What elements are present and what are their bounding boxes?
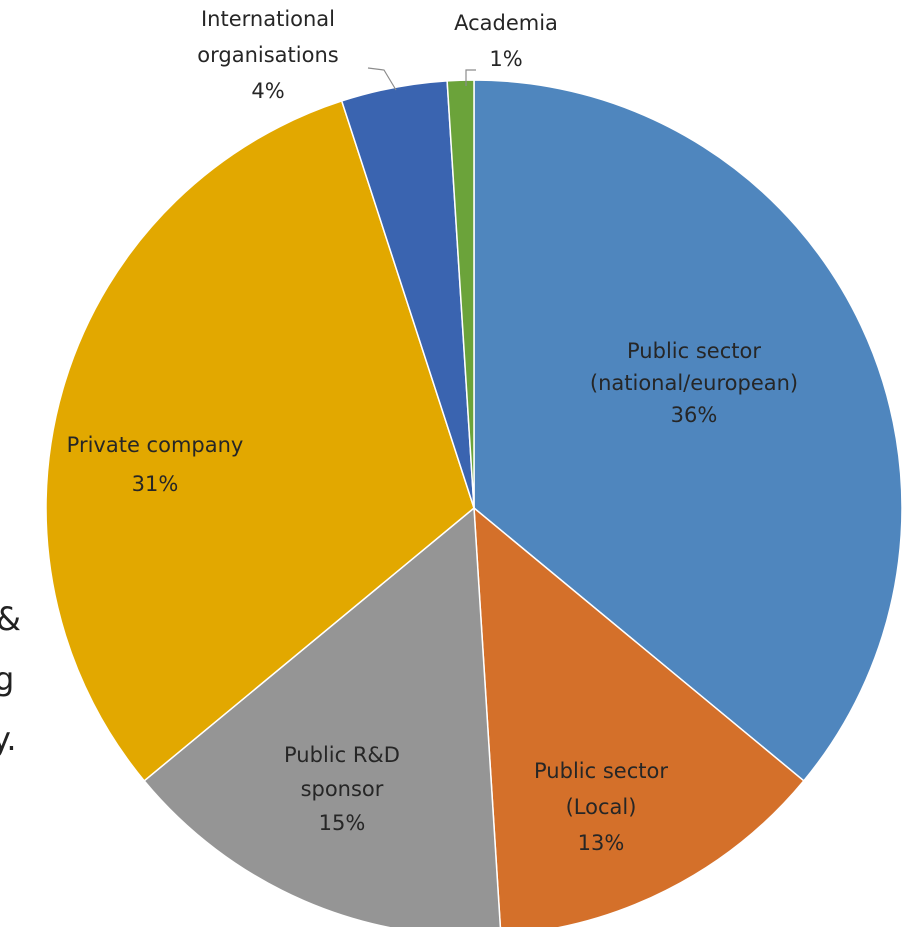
slice-label-line: (Local) bbox=[566, 795, 637, 819]
slice-label-line: Public sector bbox=[534, 759, 668, 783]
left-edge-fragment: & bbox=[0, 600, 21, 638]
slice-label-line: International bbox=[201, 7, 335, 31]
pie-slice bbox=[446, 79, 475, 509]
slice-label-line: 31% bbox=[132, 472, 179, 496]
slice-label-line: (national/european) bbox=[590, 371, 798, 395]
pie-slice bbox=[473, 506, 805, 927]
leader-line bbox=[367, 67, 397, 91]
pie-slice bbox=[45, 100, 475, 782]
slice-label: Public sector (national/european) 36% bbox=[590, 339, 798, 427]
slice-label-line: 15% bbox=[319, 811, 366, 835]
slice-label-line: Private company bbox=[67, 433, 244, 457]
slice-label: Public sector (Local) 13% bbox=[534, 759, 668, 855]
leader-line bbox=[465, 69, 476, 86]
slice-labels: Public sector (national/european) 36%Publi… bbox=[67, 7, 798, 855]
slice-label-line: Academia bbox=[454, 11, 558, 35]
slice-label-line: organisations bbox=[197, 43, 338, 67]
left-edge-fragment: g bbox=[0, 660, 14, 698]
slice-label-line: sponsor bbox=[301, 777, 384, 801]
slice-label-line: 36% bbox=[671, 403, 718, 427]
left-edge-text-fragments: & g y. bbox=[0, 600, 21, 758]
slice-label: Academia 1% bbox=[454, 11, 558, 71]
slice-label: International organisations 4% bbox=[197, 7, 338, 103]
pie-slice bbox=[473, 79, 903, 782]
slice-label: Public R&D sponsor 15% bbox=[284, 743, 400, 835]
left-edge-fragment: y. bbox=[0, 720, 17, 758]
slice-label-line: 13% bbox=[578, 831, 625, 855]
slice-label: Private company 31% bbox=[67, 433, 244, 496]
slice-label-line: Public R&D bbox=[284, 743, 400, 767]
pie-slices bbox=[45, 79, 903, 927]
pie-slice bbox=[143, 506, 502, 927]
slice-label-line: Public sector bbox=[627, 339, 761, 363]
leader-lines bbox=[367, 67, 476, 91]
slice-label-line: 4% bbox=[251, 79, 284, 103]
slice-label-line: 1% bbox=[489, 47, 522, 71]
